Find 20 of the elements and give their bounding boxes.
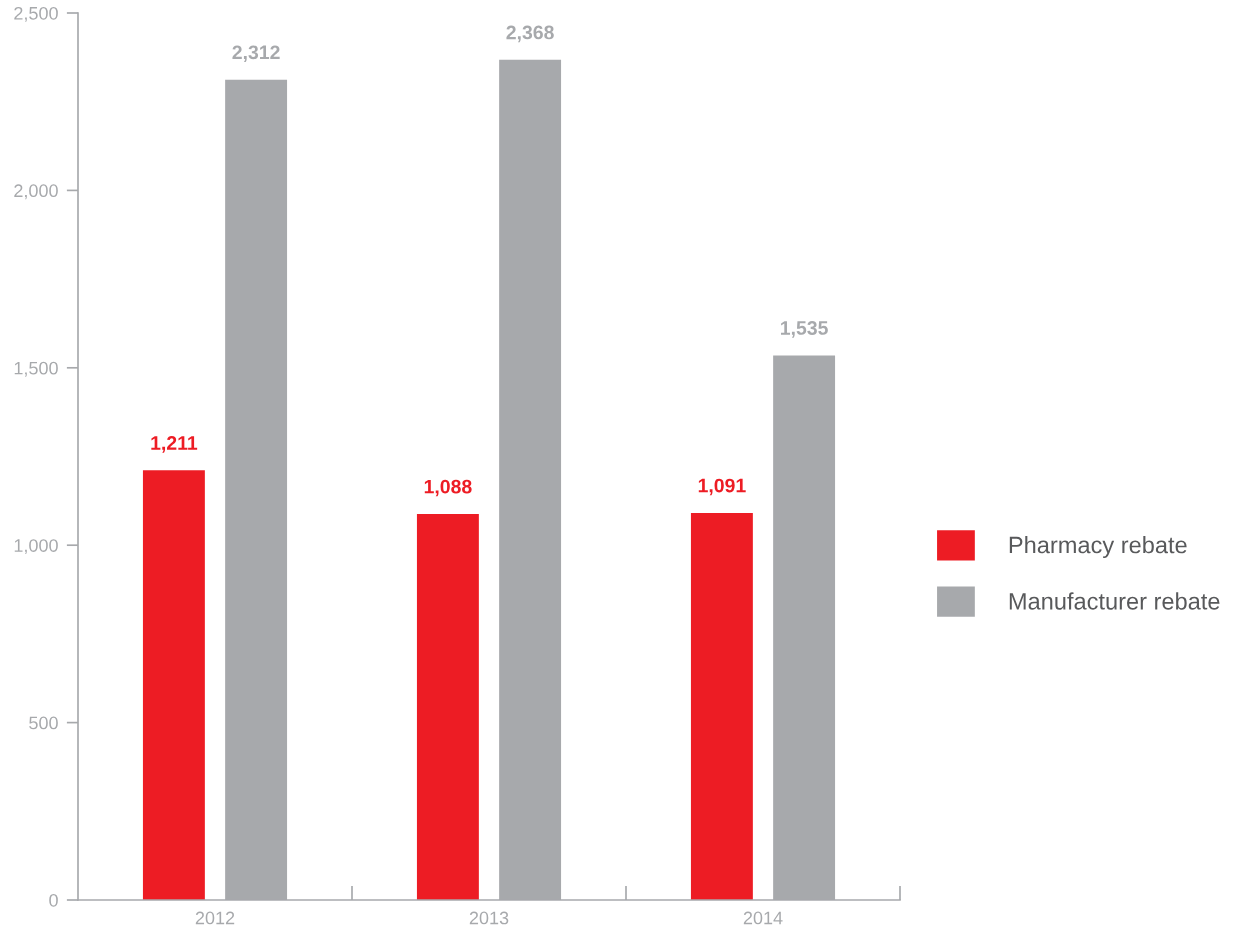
data-label: 2,312 [232,45,280,63]
bar [142,470,205,900]
y-tick-label: 500 [29,716,58,730]
data-label: 1,088 [424,479,472,497]
data-label: 1,091 [698,478,746,496]
y-tick-label: 0 [49,893,58,907]
y-tick-label: 1,000 [14,539,58,555]
x-tick-label: 2014 [743,911,783,925]
y-tick-label: 1,500 [14,361,58,377]
bar [690,512,753,900]
data-label: 1,535 [781,321,828,338]
y-tick-label: 2,000 [14,184,58,200]
data-label: 2,368 [506,25,554,43]
legend-label: Pharmacy rebate [1009,536,1187,559]
legend-label: Manufacturer rebate [1009,592,1220,610]
x-tick-label: 2012 [195,911,235,925]
x-tick-label: 2013 [469,911,509,925]
bar [416,513,479,900]
data-label: 1,211 [151,436,198,453]
y-tick-label: 2,500 [14,6,58,22]
